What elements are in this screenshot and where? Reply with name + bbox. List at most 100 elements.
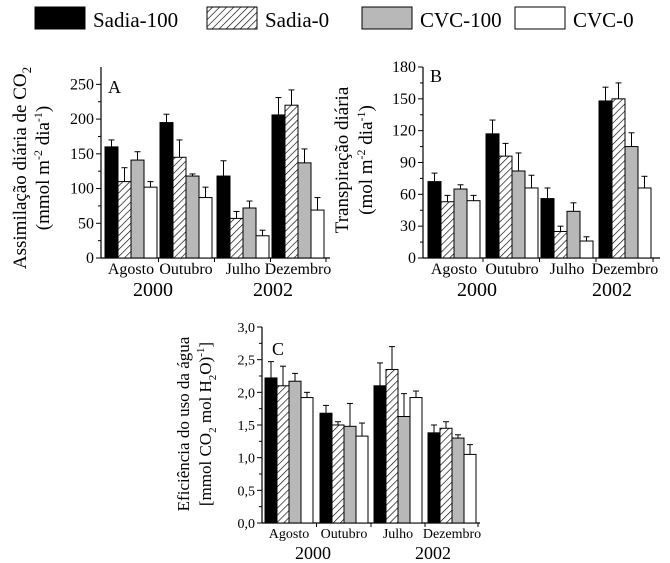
panel-b-year-label-2002: 2002 bbox=[592, 279, 632, 301]
legend-label-sadia-0: Sadia-0 bbox=[265, 8, 329, 32]
panel-c-bar-sadia-0-agosto bbox=[276, 385, 290, 524]
panel-b-ytick-label: 150 bbox=[392, 91, 416, 108]
panel-b-letter: B bbox=[430, 66, 442, 86]
panel-a-xtick-label-outubro: Outubro bbox=[159, 261, 212, 278]
panel-a-bar-sadia-0-outubro bbox=[172, 156, 187, 259]
panel-b-bar-sadia-100-agosto bbox=[427, 181, 442, 259]
legend-swatch-cvc-0 bbox=[514, 6, 566, 30]
legend-swatch-sadia-100 bbox=[34, 6, 86, 30]
panel-b-bar-cvc-0-agosto bbox=[466, 200, 481, 259]
panel-b-bar-sadia-100-julho bbox=[540, 198, 555, 259]
panel-c-bar-cvc-100-outubro bbox=[343, 425, 357, 524]
panel-b-bar-sadia-100-outubro bbox=[485, 133, 500, 259]
panel-a-xtick-label-julho: Julho bbox=[226, 261, 261, 278]
panel-a-bar-sadia-100-julho bbox=[216, 175, 231, 259]
panel-c-bar-cvc-100-agosto bbox=[288, 380, 302, 524]
panel-c-xtick-label-outubro: Outubro bbox=[321, 527, 368, 542]
panel-c-ytick-label: 0,0 bbox=[238, 517, 256, 532]
panel-a-ytick-label: 50 bbox=[78, 215, 94, 232]
panel-c-bar-cvc-0-agosto bbox=[300, 397, 314, 524]
panel-b-bar-sadia-0-dezembro bbox=[611, 98, 626, 259]
legend-item-sadia-0: Sadia-0 bbox=[206, 6, 329, 32]
panel-c-bar-cvc-0-outubro bbox=[355, 435, 369, 524]
legend-label-cvc-0: CVC-0 bbox=[573, 8, 634, 32]
panel-c-bar-cvc-100-dezembro bbox=[451, 437, 465, 524]
panel-c-bar-sadia-0-outubro bbox=[331, 424, 345, 524]
panel-a-ylabel: Assimilação diária de CO2 bbox=[10, 67, 34, 269]
legend-item-sadia-100: Sadia-100 bbox=[34, 6, 178, 32]
panel-c-bar-cvc-0-dezembro bbox=[463, 453, 477, 524]
panel-b-ylabel: Transpiração diária bbox=[332, 86, 353, 233]
panel-b-bar-cvc-100-dezembro bbox=[624, 146, 639, 259]
panel-a-xtick-label-dezembro: Dezembro bbox=[265, 261, 332, 278]
panel-c-bar-sadia-100-julho bbox=[373, 385, 387, 524]
legend-label-sadia-100: Sadia-100 bbox=[93, 8, 178, 32]
panel-a-bar-cvc-0-julho bbox=[255, 235, 270, 259]
legend-label-cvc-100: CVC-100 bbox=[420, 8, 502, 32]
panel-a-bar-sadia-100-agosto bbox=[104, 146, 119, 259]
panel-a-bar-sadia-0-julho bbox=[229, 217, 244, 259]
panel-a-xtick-label-agosto: Agosto bbox=[108, 261, 154, 278]
panel-a-bar-cvc-100-julho bbox=[242, 207, 257, 259]
panel-a-year-label-2000: 2000 bbox=[133, 279, 173, 301]
panel-c-bar-sadia-100-agosto bbox=[264, 377, 278, 524]
panel-b-xtick-label-outubro: Outubro bbox=[485, 261, 538, 278]
legend: Sadia-100 Sadia-0 CVC-100 CVC-0 bbox=[34, 6, 634, 32]
panel-c-ytick-label: 1,5 bbox=[238, 419, 256, 434]
panel-a-bar-cvc-0-agosto bbox=[143, 186, 158, 259]
panel-b-bar-cvc-100-agosto bbox=[453, 188, 468, 259]
panel-b-ytick-label: 120 bbox=[392, 123, 416, 140]
panel-c-xtick-label-dezembro: Dezembro bbox=[423, 527, 481, 542]
panel-c-year-label-2002: 2002 bbox=[415, 543, 451, 563]
panel-b-chart: Transpiração diária (mol m-2 dia-1) B 0 3… bbox=[332, 59, 660, 301]
panel-c-year-label-2000: 2000 bbox=[295, 543, 331, 563]
panel-c-ytick-label: 0,5 bbox=[238, 484, 256, 499]
panel-c-ytick-label: 2,0 bbox=[238, 386, 256, 401]
panel-b-xtick-label-agosto: Agosto bbox=[431, 261, 477, 278]
panel-a-year-label-2002: 2002 bbox=[253, 279, 293, 301]
panel-b-bar-cvc-100-outubro bbox=[511, 170, 526, 259]
panel-b-year-label-2000: 2000 bbox=[457, 279, 497, 301]
panel-b-bar-cvc-0-julho bbox=[579, 240, 594, 259]
panel-b-bar-cvc-100-julho bbox=[566, 210, 581, 259]
legend-item-cvc-100: CVC-100 bbox=[361, 6, 502, 32]
panel-a-ytick-label: 200 bbox=[70, 111, 94, 128]
panel-c-xtick-label-agosto: Agosto bbox=[269, 527, 309, 542]
panel-c-ytick-label: 3,0 bbox=[238, 321, 256, 336]
panel-c-ylabel: Eficiência do uso da água bbox=[174, 336, 193, 511]
panel-b-ytick-label: 0 bbox=[408, 250, 416, 267]
panel-a-ytick-label: 250 bbox=[70, 76, 94, 93]
panel-a-bar-cvc-100-agosto bbox=[130, 159, 145, 259]
panel-b-bar-sadia-100-dezembro bbox=[598, 100, 613, 259]
panel-a-bar-cvc-0-dezembro bbox=[310, 209, 325, 259]
panel-b-ytick-label: 180 bbox=[392, 59, 416, 76]
panel-c-xtick-label-julho: Julho bbox=[383, 527, 413, 542]
panel-a-bar-cvc-0-outubro bbox=[198, 197, 213, 259]
panel-c-ytick-label: 1,0 bbox=[238, 452, 256, 467]
panel-b-xtick-label-dezembro: Dezembro bbox=[592, 261, 659, 278]
legend-item-cvc-0: CVC-0 bbox=[514, 6, 634, 32]
panel-c-bar-sadia-100-outubro bbox=[319, 412, 333, 524]
panel-a-ytick-label: 150 bbox=[70, 146, 94, 163]
panel-a-ytick-label: 0 bbox=[86, 250, 94, 267]
panel-c-ytick-label: 2,5 bbox=[238, 354, 256, 369]
panel-c-bar-sadia-0-julho bbox=[385, 368, 399, 524]
panel-b-bar-sadia-0-outubro bbox=[498, 155, 513, 259]
legend-swatch-cvc-100 bbox=[361, 6, 413, 30]
panel-b-bar-sadia-0-agosto bbox=[440, 201, 455, 259]
panel-b-xtick-label-julho: Julho bbox=[550, 261, 585, 278]
panel-c-letter: C bbox=[272, 339, 284, 359]
panel-a-ylabel-units: (mmol m-2 dia-1) bbox=[31, 106, 54, 231]
panel-b-ytick-label: 60 bbox=[400, 186, 416, 203]
panel-c-chart: Eficiência do uso da água [mmol CO2 mol … bbox=[174, 321, 481, 563]
panel-c-bar-sadia-0-dezembro bbox=[439, 427, 453, 524]
panel-c-ylabel-units: [mmol CO2 mol H2O)-1] bbox=[195, 342, 219, 506]
panel-b-ytick-label: 90 bbox=[400, 155, 416, 172]
panel-a-bar-sadia-0-dezembro bbox=[284, 104, 299, 259]
panel-a-bar-cvc-100-outubro bbox=[185, 175, 200, 259]
panel-a-bar-cvc-100-dezembro bbox=[297, 162, 312, 259]
panel-b-bar-cvc-0-dezembro bbox=[637, 187, 652, 259]
panel-b-ylabel-units: (mol m-2 dia-1) bbox=[354, 105, 377, 215]
panel-a-bar-sadia-100-outubro bbox=[159, 122, 174, 259]
